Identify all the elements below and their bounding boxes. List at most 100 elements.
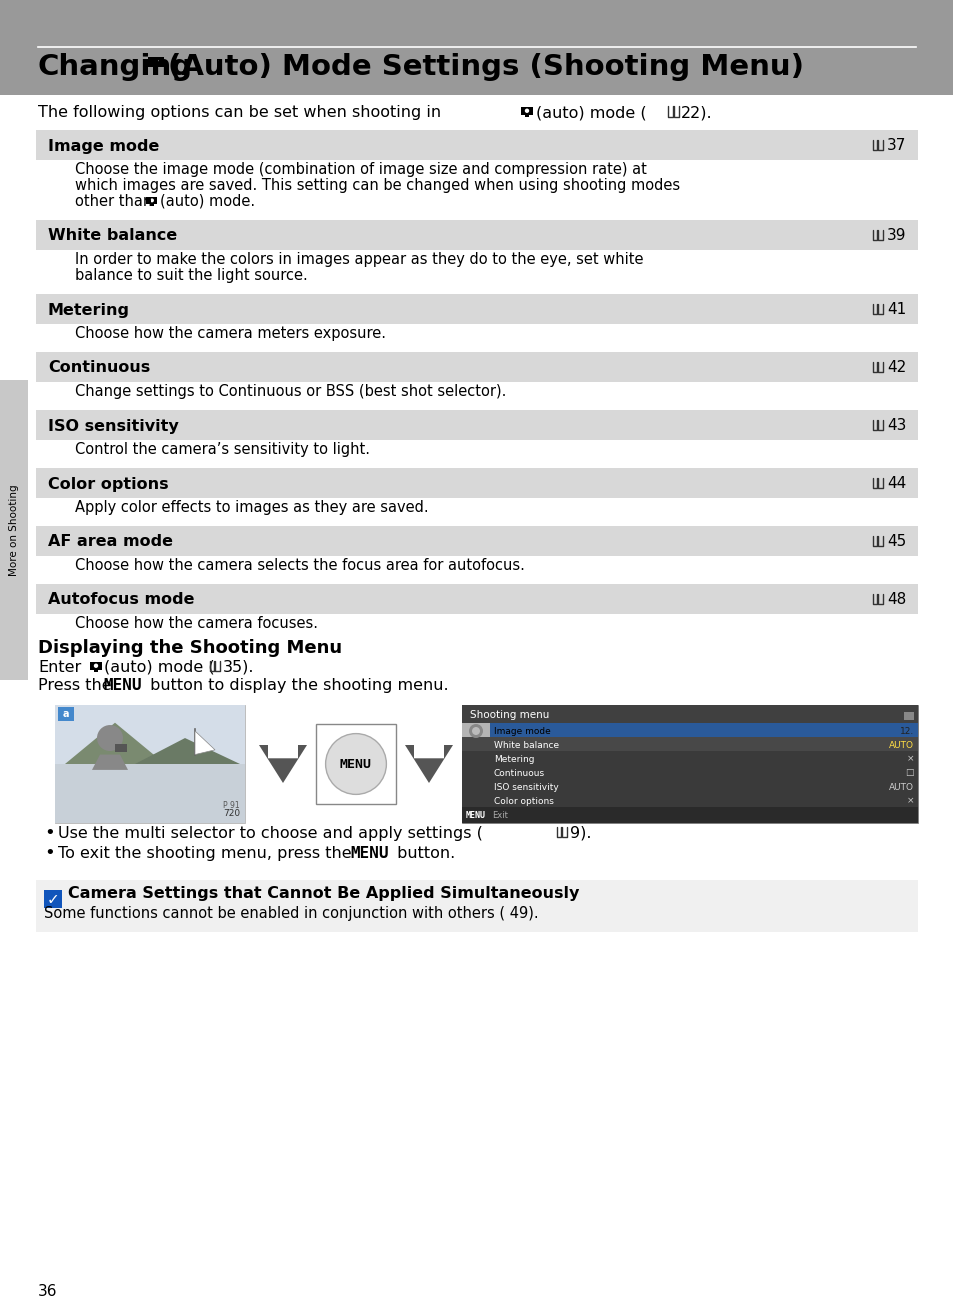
Text: a: a [63,710,70,719]
Bar [36,294,917,325]
Text: Choose the image mode (combination of image size and compression rate) at: Choose the image mode (combination of im… [75,162,646,177]
Text: (Auto) Mode Settings (Shooting Menu): (Auto) Mode Settings (Shooting Menu) [168,53,803,81]
Bar [490,765,917,779]
Polygon shape [194,731,214,754]
Circle shape [93,664,98,668]
Bar [461,706,917,823]
Bar [490,752,917,765]
Bar [36,160,917,218]
Text: Choose how the camera meters exposure.: Choose how the camera meters exposure. [75,326,386,342]
Bar [490,723,917,737]
Bar [36,219,917,250]
Bar [490,779,917,794]
Bar [461,765,490,779]
Text: White balance: White balance [48,229,177,243]
Bar [461,779,490,794]
Text: 12.: 12. [899,727,913,736]
Circle shape [472,727,479,735]
Text: (auto) mode (: (auto) mode ( [536,105,646,120]
Bar [55,763,245,823]
Bar [36,614,917,640]
Bar [58,707,74,721]
Text: (auto) mode.: (auto) mode. [160,194,255,209]
Text: other than: other than [75,194,156,209]
Bar [490,794,917,807]
Bar [0,0,953,35]
Text: MENU: MENU [103,678,141,692]
Bar [36,382,917,409]
Text: 41: 41 [886,302,905,318]
Text: More on Shooting: More on Shooting [9,484,19,576]
Text: 720: 720 [223,809,240,819]
Circle shape [469,724,482,738]
Bar [461,723,490,737]
Text: Autofocus mode: Autofocus mode [48,593,194,607]
Bar [315,724,395,804]
Bar [461,794,490,807]
Polygon shape [65,723,165,763]
Text: Some functions cannot be enabled in conjunction with others ( 49).: Some functions cannot be enabled in conj… [44,905,538,921]
Bar [36,250,917,292]
Text: 9).: 9). [569,827,591,841]
Bar [36,352,917,382]
Text: Use the multi selector to choose and apply settings (: Use the multi selector to choose and app… [58,827,482,841]
Bar [0,380,28,681]
Bar [520,106,533,114]
Text: To exit the shooting menu, press the: To exit the shooting menu, press the [58,846,356,861]
Text: AUTO: AUTO [888,783,913,791]
Text: 35).: 35). [223,660,254,675]
Bar [0,35,953,95]
Circle shape [97,725,123,752]
Text: ×: × [905,754,913,763]
Text: •: • [44,844,54,862]
Circle shape [524,109,529,113]
Bar [55,706,245,823]
Bar [524,114,528,117]
Text: P 91: P 91 [223,802,240,809]
Bar [36,410,917,440]
Bar [36,880,917,932]
Text: 39: 39 [886,229,905,243]
Bar [36,468,917,498]
Text: (auto) mode (: (auto) mode ( [104,660,214,675]
Circle shape [153,59,159,64]
Text: 42: 42 [886,360,905,376]
Text: Displaying the Shooting Menu: Displaying the Shooting Menu [38,639,342,657]
Bar [461,807,917,823]
Polygon shape [91,754,128,770]
Text: ×: × [905,796,913,805]
Text: Continuous: Continuous [494,769,544,778]
Text: ISO sensitivity: ISO sensitivity [48,418,178,434]
Text: 36: 36 [38,1284,57,1300]
Bar [148,57,164,67]
Bar [461,706,917,723]
Text: □: □ [904,769,913,778]
Text: White balance: White balance [494,741,558,749]
Text: Image mode: Image mode [494,727,550,736]
Bar [903,712,913,720]
Text: ISO sensitivity: ISO sensitivity [494,783,558,791]
Bar [36,556,917,582]
Circle shape [150,198,153,202]
Text: MENU: MENU [465,811,485,820]
Text: Metering: Metering [494,754,534,763]
Text: Enter: Enter [38,660,81,675]
Text: Exit: Exit [492,811,507,820]
Text: 22).: 22). [680,105,712,120]
Text: 48: 48 [886,593,905,607]
Text: The following options can be set when shooting in: The following options can be set when sh… [38,105,440,120]
Text: Image mode: Image mode [48,138,159,154]
Bar [147,197,157,204]
Bar [90,662,102,670]
Text: In order to make the colors in images appear as they do to the eye, set white: In order to make the colors in images ap… [75,252,643,267]
Polygon shape [258,745,307,783]
Text: Color options: Color options [494,796,554,805]
Text: 43: 43 [886,418,905,434]
Bar [461,752,490,765]
Text: Changing: Changing [38,53,193,81]
Text: AF area mode: AF area mode [48,535,172,549]
Bar [36,526,917,556]
Circle shape [325,733,386,795]
Bar [93,670,98,671]
Text: MENU: MENU [350,846,388,861]
